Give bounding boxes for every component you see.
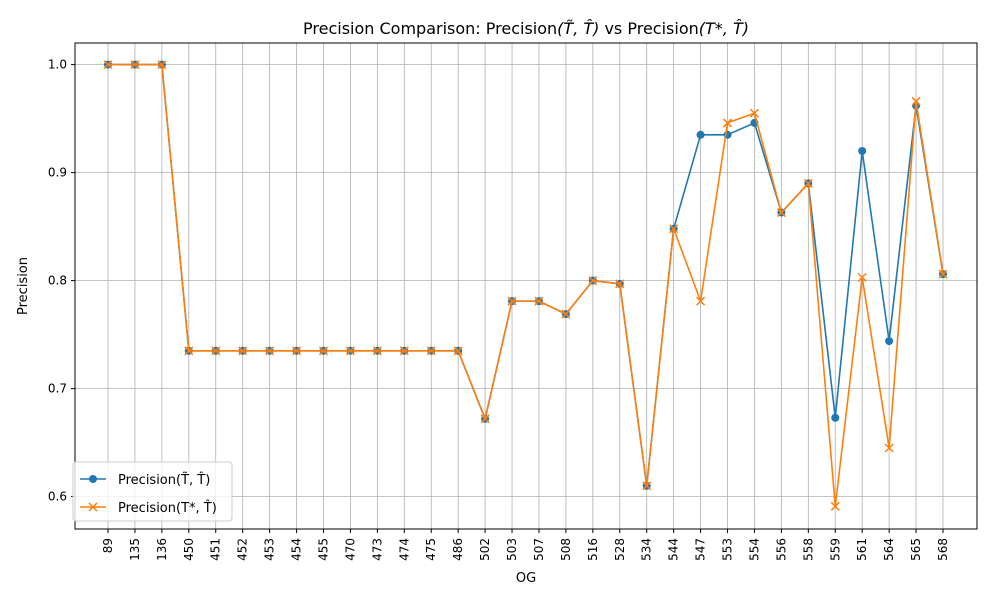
series-2-point <box>615 279 625 289</box>
x-tick-label: 451 <box>209 538 223 561</box>
series-1-line <box>108 63 944 487</box>
series-2-point <box>911 96 921 106</box>
series-2-point <box>345 346 355 356</box>
x-tick-label: 556 <box>774 538 788 561</box>
series-2-point <box>157 60 167 70</box>
series-2-point <box>830 501 840 511</box>
series-2-point <box>480 414 490 424</box>
series-2-point <box>103 60 113 70</box>
x-tick-label: 486 <box>451 538 465 561</box>
x-tick-label: 559 <box>828 538 842 561</box>
x-tick-label: 516 <box>586 538 600 561</box>
x-tick-label: 473 <box>370 538 384 561</box>
x-tick-label: 89 <box>101 538 115 553</box>
series-2-point <box>722 118 733 128</box>
y-tick-label: 0.6 <box>48 490 67 504</box>
series-2-point <box>130 60 140 70</box>
legend-marker-series-1 <box>89 475 97 483</box>
x-tick-label: 455 <box>316 538 330 561</box>
series-2-line <box>108 63 944 508</box>
series-2-point <box>588 276 598 286</box>
tick-layer: 89 135 136 450 451 452 453 454 455 470 473 474 475 48… <box>48 58 950 561</box>
x-tick-label: 454 <box>290 538 304 561</box>
x-tick-label: 508 <box>559 538 573 561</box>
x-tick-label: 507 <box>532 538 546 561</box>
x-tick-label: 450 <box>182 538 196 561</box>
series-2-point <box>857 272 867 282</box>
y-axis-label: Precision <box>16 257 31 315</box>
x-tick-label: 534 <box>640 538 654 561</box>
series-2-point <box>642 481 652 491</box>
series-2-point <box>749 108 759 118</box>
legend-box <box>72 461 233 522</box>
x-axis-label: OG <box>516 571 536 586</box>
y-tick-label: 0.8 <box>48 274 67 288</box>
plot-frame <box>74 42 978 530</box>
series-1 <box>104 60 947 490</box>
series-2-point <box>534 296 544 306</box>
x-tick-label: 554 <box>747 538 761 561</box>
series-2-point <box>238 346 248 356</box>
series-2-point <box>399 346 409 356</box>
x-tick-label: 561 <box>855 538 869 561</box>
x-tick-label: 475 <box>424 538 438 561</box>
x-tick-label: 568 <box>936 538 950 561</box>
series-1-point <box>831 413 840 422</box>
y-tick-label: 0.7 <box>48 382 67 396</box>
x-tick-label: 553 <box>721 538 735 561</box>
x-tick-label: 453 <box>263 538 277 561</box>
x-tick-label: 136 <box>155 538 169 561</box>
x-tick-label: 565 <box>909 538 923 561</box>
series-1-point <box>696 130 705 139</box>
series-1-point <box>885 337 894 346</box>
x-tick-label: 544 <box>667 538 681 561</box>
series-2-point <box>318 346 329 356</box>
series-2-point <box>884 443 894 453</box>
series-2-point <box>372 346 382 356</box>
legend-label-series-2: Precision(T*, T̂) <box>118 501 217 516</box>
legend-label-series-1: Precision(T̃, T̂) <box>118 473 210 488</box>
series-2-point <box>803 178 813 188</box>
x-tick-label: 564 <box>882 538 896 561</box>
series-layer <box>103 60 948 511</box>
series-2-point <box>184 346 194 356</box>
x-tick-label: 502 <box>478 538 492 561</box>
series-2-point <box>426 346 436 356</box>
x-tick-label: 503 <box>505 538 519 561</box>
x-tick-label: 452 <box>236 538 250 561</box>
x-tick-label: 135 <box>128 538 142 561</box>
series-1-point <box>858 147 867 155</box>
x-tick-label: 528 <box>613 538 627 561</box>
series-2-point <box>561 309 571 319</box>
grid-layer <box>75 43 977 529</box>
x-tick-label: 474 <box>397 538 411 561</box>
x-tick-label: 547 <box>694 538 708 561</box>
series-2-point <box>669 224 679 234</box>
y-tick-label: 1.0 <box>48 58 67 72</box>
legend: Precision(T̃, T̂) Precision(T*, T̂) <box>72 461 233 522</box>
x-tick-label: 470 <box>343 538 357 561</box>
series-2-point <box>265 346 275 356</box>
series-2-point <box>938 269 948 279</box>
series-2-point <box>696 296 706 306</box>
series-2-point <box>292 346 302 356</box>
series-2-point <box>211 346 221 356</box>
series-2-point <box>507 296 517 306</box>
series-2-point <box>453 346 463 356</box>
x-tick-label: 558 <box>801 538 815 561</box>
chart-title: Precision Comparison: Precision(T̃, T̂) … <box>303 19 749 38</box>
series-2 <box>103 60 948 511</box>
series-2-point <box>776 208 786 218</box>
legend-marker-series-2 <box>88 502 98 512</box>
y-tick-label: 0.9 <box>48 166 67 180</box>
